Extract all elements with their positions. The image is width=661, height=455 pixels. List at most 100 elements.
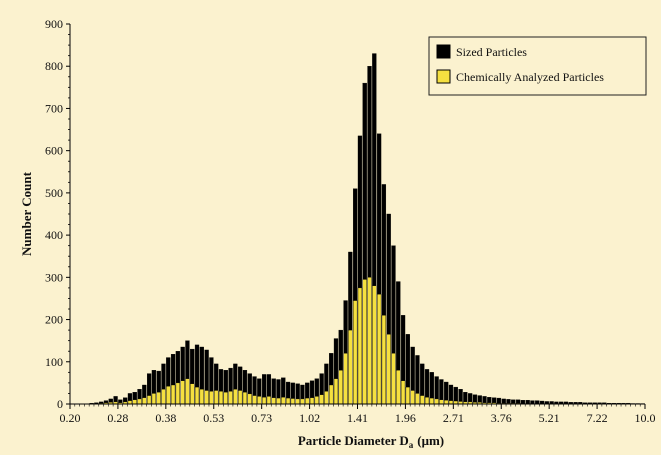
- analyzed-bar-56: [338, 370, 343, 405]
- x-tick-label-4: 0.73: [251, 411, 272, 425]
- y-tick-label-6: 600: [45, 144, 63, 158]
- x-tick-label-6: 1.41: [347, 411, 368, 425]
- analyzed-bar-66: [386, 334, 391, 405]
- x-tick-label-7: 1.96: [395, 411, 416, 425]
- y-tick-label-0: 0: [57, 397, 63, 411]
- analyzed-bar-12: [127, 400, 133, 405]
- analyzed-bar-38: [252, 395, 257, 405]
- analyzed-bar-44: [281, 397, 286, 405]
- legend: Sized Particles Chemically Analyzed Part…: [428, 36, 647, 96]
- analyzed-bar-47: [295, 398, 300, 405]
- analyzed-bar-26: [194, 386, 200, 405]
- analyzed-bar-69: [400, 380, 406, 405]
- y-tick-label-5: 500: [45, 186, 63, 200]
- analyzed-bar-68: [396, 370, 401, 405]
- x-axis-title-subscript: a: [409, 440, 414, 450]
- analyzed-bar-49: [305, 397, 310, 405]
- analyzed-bar-33: [228, 391, 233, 405]
- y-tick-label-4: 400: [45, 228, 63, 242]
- legend-label-sized: Sized Particles: [456, 45, 527, 59]
- analyzed-bar-25: [190, 383, 195, 405]
- analyzed-bar-79: [448, 400, 454, 405]
- analyzed-bar-14: [137, 398, 142, 405]
- analyzed-bar-17: [151, 393, 157, 405]
- analyzed-bar-67: [391, 353, 396, 405]
- analyzed-bar-42: [271, 397, 276, 405]
- analyzed-bar-39: [257, 396, 262, 405]
- y-axis-title: Number Count: [19, 171, 34, 256]
- analyzed-bar-27: [199, 389, 204, 405]
- analyzed-bar-21: [170, 384, 176, 405]
- analyzed-bar-55: [333, 378, 339, 405]
- analyzed-bar-31: [218, 391, 224, 405]
- analyzed-bar-43: [276, 397, 281, 405]
- analyzed-bar-72: [415, 393, 420, 405]
- analyzed-bar-59: [353, 300, 358, 405]
- analyzed-bar-32: [223, 392, 228, 405]
- analyzed-bar-45: [285, 397, 291, 405]
- analyzed-bar-18: [156, 392, 161, 405]
- y-tick-label-3: 300: [45, 270, 63, 284]
- analyzed-bar-19: [161, 389, 166, 405]
- analyzed-bar-53: [324, 391, 329, 405]
- x-axis-title-main: Particle Diameter D: [298, 433, 409, 448]
- analyzed-bar-77: [439, 399, 444, 405]
- x-tick-label-5: 1.02: [299, 411, 320, 425]
- analyzed-bar-78: [444, 400, 449, 405]
- analyzed-bar-16: [146, 395, 152, 405]
- x-tick-label-12: 10.0: [635, 411, 656, 425]
- y-tick-label-9: 900: [45, 17, 63, 31]
- analyzed-bar-58: [348, 329, 353, 405]
- analyzed-bar-48: [300, 398, 305, 405]
- y-axis: 0 100 200 300 400 500 600 700 800 900: [45, 17, 71, 411]
- analyzed-bar-41: [266, 396, 272, 405]
- legend-label-analyzed: Chemically Analyzed Particles: [456, 70, 604, 84]
- analyzed-bar-34: [233, 389, 238, 405]
- analyzed-bar-64: [376, 294, 382, 405]
- analyzed-bar-46: [290, 398, 295, 405]
- analyzed-bar-22: [175, 382, 180, 405]
- analyzed-bar-60: [357, 287, 363, 405]
- analyzed-bar-70: [405, 386, 410, 405]
- y-tick-label-7: 700: [45, 101, 63, 115]
- analyzed-bar-76: [434, 398, 439, 405]
- y-tick-label-2: 200: [45, 313, 63, 327]
- analyzed-bar-50: [309, 397, 315, 405]
- x-tick-label-2: 0.38: [155, 411, 176, 425]
- legend-box: [428, 36, 647, 96]
- analyzed-bar-65: [381, 315, 387, 405]
- analyzed-bar-61: [362, 279, 367, 405]
- x-tick-label-1: 0.28: [107, 411, 128, 425]
- analyzed-bar-71: [410, 390, 415, 405]
- analyzed-bar-57: [343, 353, 348, 405]
- analyzed-bar-75: [429, 397, 434, 405]
- analyzed-bar-73: [420, 395, 425, 405]
- analyzed-bar-54: [329, 384, 334, 405]
- legend-swatch-sized: [436, 44, 451, 59]
- x-tick-label-9: 3.76: [491, 411, 512, 425]
- x-axis: 0.20 0.28 0.38 0.53 0.73 1.02 1.41 1.96 2.71 3.76…: [60, 403, 656, 425]
- x-axis-title: Particle Diameter Da (μm): [298, 433, 444, 450]
- y-tick-label-1: 100: [45, 355, 63, 369]
- analyzed-bar-51: [314, 396, 319, 405]
- x-tick-label-0: 0.20: [60, 411, 81, 425]
- analyzed-bar-63: [372, 285, 377, 405]
- analyzed-bar-24: [185, 378, 190, 405]
- y-tick-label-8: 800: [45, 59, 63, 73]
- analyzed-bar-20: [166, 386, 171, 405]
- x-tick-label-10: 5.21: [539, 411, 560, 425]
- analyzed-bar-62: [367, 277, 372, 405]
- analyzed-bar-37: [247, 393, 252, 405]
- analyzed-bar-30: [214, 390, 219, 405]
- x-axis-title-unit: (μm): [417, 433, 444, 448]
- analyzed-bar-13: [132, 399, 137, 405]
- x-tick-label-11: 7.22: [587, 411, 608, 425]
- analyzed-bar-36: [242, 392, 248, 405]
- analyzed-bar-74: [424, 397, 430, 405]
- legend-swatch-analyzed: [436, 69, 451, 84]
- analyzed-bar-28: [204, 390, 209, 405]
- analyzed-bar-40: [261, 397, 267, 405]
- analyzed-bar-52: [319, 394, 324, 405]
- analyzed-bar-23: [180, 380, 185, 405]
